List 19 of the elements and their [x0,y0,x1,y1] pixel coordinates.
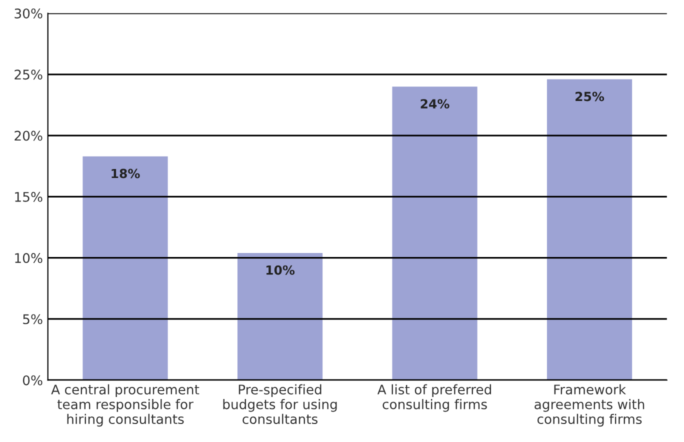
y-tick-label: 15% [15,192,42,202]
bar [82,156,168,380]
x-tick-label: Pre-specified budgets for using consultants [223,384,337,424]
bar [546,79,632,380]
y-tick-label: 10% [15,253,42,264]
data-label: 24% [420,99,450,109]
y-tick-label: 0% [22,375,42,386]
data-label: 25% [576,92,604,102]
y-tick-label: 30% [14,8,42,18]
y-tick-label: 20% [14,130,42,141]
y-tick-label: 25% [14,70,42,80]
data-label: 10% [266,265,295,275]
y-tick-label: 5% [23,314,42,324]
data-label: 18% [112,168,140,178]
x-tick-label: A central procurement team responsible for hiring consultants [51,384,200,427]
x-tick-label: Framework agreements with consulting firms [534,384,644,427]
x-tick-label: A list of preferred consulting firms [377,384,492,412]
bar [392,86,478,380]
bar [237,252,323,380]
